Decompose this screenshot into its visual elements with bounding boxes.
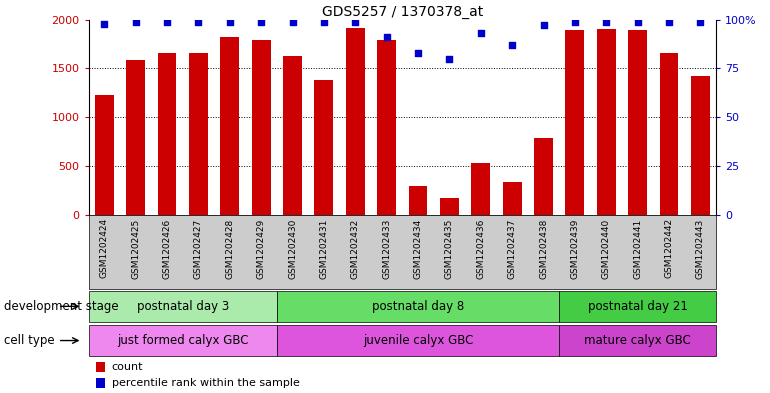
Point — [537, 22, 550, 29]
Bar — [220, 37, 239, 215]
Text: count: count — [112, 362, 143, 372]
Text: just formed calyx GBC: just formed calyx GBC — [117, 334, 249, 347]
Text: GSM1202432: GSM1202432 — [351, 219, 360, 279]
Point — [286, 18, 299, 25]
Text: GSM1202437: GSM1202437 — [507, 219, 517, 279]
Point — [161, 18, 173, 25]
Text: GSM1202430: GSM1202430 — [288, 219, 297, 279]
Text: juvenile calyx GBC: juvenile calyx GBC — [363, 334, 474, 347]
Bar — [158, 53, 176, 215]
Text: mature calyx GBC: mature calyx GBC — [584, 334, 691, 347]
Text: GSM1202425: GSM1202425 — [131, 219, 140, 279]
Title: GDS5257 / 1370378_at: GDS5257 / 1370378_at — [322, 5, 483, 18]
Bar — [89, 325, 277, 356]
Text: GSM1202436: GSM1202436 — [477, 219, 485, 279]
Text: development stage: development stage — [4, 300, 119, 313]
Bar — [534, 138, 553, 215]
Bar — [126, 60, 145, 215]
Bar — [565, 30, 584, 215]
Text: GSM1202441: GSM1202441 — [633, 219, 642, 279]
Bar — [691, 76, 710, 215]
Text: GSM1202440: GSM1202440 — [602, 219, 611, 279]
Bar — [409, 186, 427, 215]
Point — [349, 18, 361, 25]
Text: GSM1202427: GSM1202427 — [194, 219, 203, 279]
Text: postnatal day 3: postnatal day 3 — [136, 300, 229, 313]
Bar — [96, 362, 105, 372]
Point — [412, 50, 424, 56]
Text: GSM1202429: GSM1202429 — [256, 219, 266, 279]
Bar — [96, 378, 105, 387]
Point — [631, 18, 644, 25]
Point — [129, 18, 142, 25]
Text: postnatal day 8: postnatal day 8 — [372, 300, 464, 313]
Text: GSM1202426: GSM1202426 — [162, 219, 172, 279]
Point — [444, 55, 456, 62]
Text: GSM1202424: GSM1202424 — [100, 219, 109, 278]
Text: postnatal day 21: postnatal day 21 — [588, 300, 688, 313]
Bar — [559, 291, 716, 322]
Text: percentile rank within the sample: percentile rank within the sample — [112, 378, 300, 388]
Bar — [252, 40, 270, 215]
Point — [474, 30, 487, 37]
Bar — [503, 182, 521, 215]
Point — [380, 34, 393, 40]
Bar — [346, 28, 365, 215]
Point — [318, 18, 330, 25]
Text: GSM1202443: GSM1202443 — [696, 219, 705, 279]
Bar — [95, 95, 114, 215]
Text: GSM1202442: GSM1202442 — [665, 219, 674, 278]
Bar — [277, 325, 559, 356]
Text: cell type: cell type — [4, 334, 55, 347]
Bar — [471, 163, 490, 215]
Text: GSM1202439: GSM1202439 — [571, 219, 579, 279]
Text: GSM1202434: GSM1202434 — [413, 219, 423, 279]
Bar — [597, 29, 616, 215]
Text: GSM1202431: GSM1202431 — [320, 219, 328, 279]
Text: GSM1202428: GSM1202428 — [226, 219, 234, 279]
Bar — [660, 53, 678, 215]
Point — [663, 18, 675, 25]
Bar — [559, 325, 716, 356]
Bar — [628, 30, 647, 215]
Point — [600, 18, 612, 25]
Text: GSM1202435: GSM1202435 — [445, 219, 454, 279]
Point — [255, 18, 267, 25]
Text: GSM1202438: GSM1202438 — [539, 219, 548, 279]
Bar — [377, 40, 396, 215]
Bar — [277, 291, 559, 322]
Point — [569, 18, 581, 25]
Point — [695, 18, 707, 25]
Bar — [440, 198, 459, 215]
Point — [223, 18, 236, 25]
Bar — [189, 53, 208, 215]
Point — [98, 20, 110, 27]
Point — [506, 42, 518, 48]
Text: GSM1202433: GSM1202433 — [382, 219, 391, 279]
Bar — [89, 291, 277, 322]
Bar — [283, 56, 302, 215]
Point — [192, 18, 205, 25]
Bar — [314, 80, 333, 215]
